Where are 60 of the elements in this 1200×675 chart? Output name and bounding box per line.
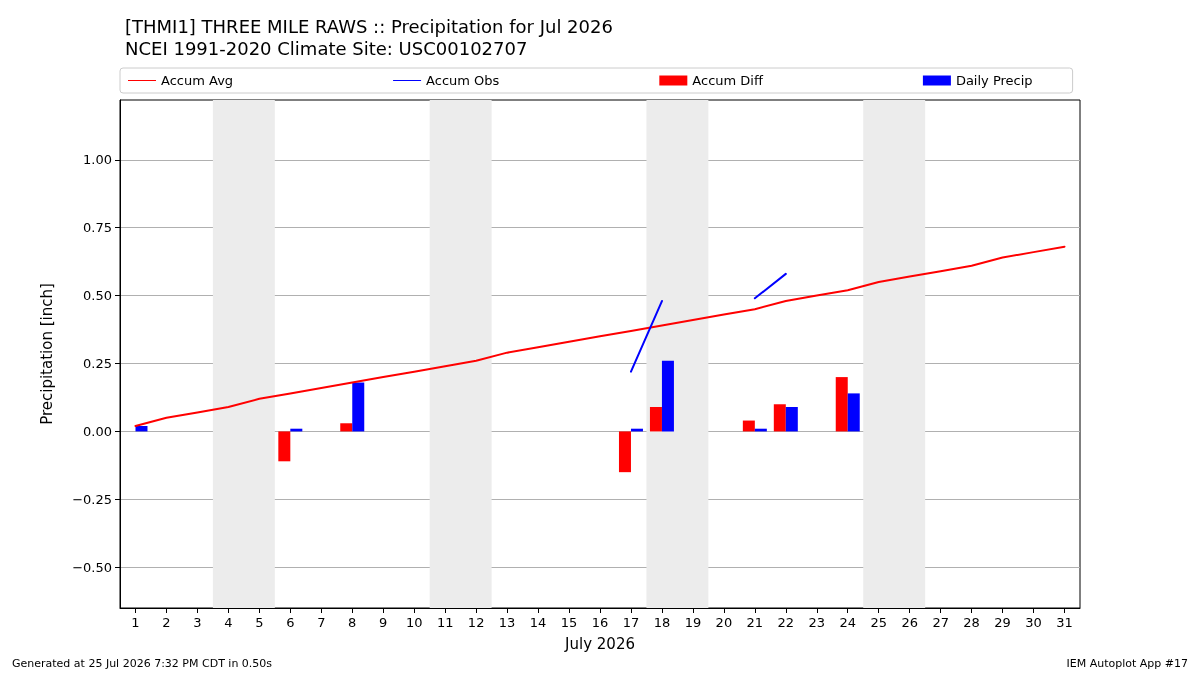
x-tick-label: 4 bbox=[224, 615, 233, 630]
bar bbox=[773, 404, 786, 432]
x-tick-label: 23 bbox=[808, 615, 826, 630]
x-tick-label: 28 bbox=[963, 615, 980, 630]
x-tick-label: 24 bbox=[839, 615, 857, 630]
line-series bbox=[134, 245, 1066, 427]
x-tick-label: 31 bbox=[1056, 615, 1073, 630]
x-tick-label: 30 bbox=[1025, 615, 1042, 630]
chart-title: [THMI1] THREE MILE RAWS :: Precipitation for Jul 2026 bbox=[125, 15, 613, 37]
text: IEM Autoplot App #17 bbox=[1066, 657, 1188, 670]
bar bbox=[847, 393, 860, 432]
y-tick-label: 0.25 bbox=[83, 356, 112, 372]
x-tick-label: 8 bbox=[348, 615, 357, 630]
x-axis-title: July 2026 bbox=[564, 634, 635, 653]
legend-label: Accum Avg bbox=[161, 73, 234, 88]
y-tick-label: 0.75 bbox=[83, 220, 112, 236]
x-tick-label: 19 bbox=[684, 615, 702, 630]
legend-label: Daily Precip bbox=[955, 73, 1033, 88]
y-tick-label: 0.00 bbox=[83, 423, 112, 439]
x-tick-label: 11 bbox=[436, 615, 454, 630]
y-tick-label: 0.50 bbox=[83, 288, 112, 304]
y-tick-label: −0.25 bbox=[72, 491, 112, 507]
legend-label: Accum Diff bbox=[692, 73, 764, 88]
x-tick-label: 3 bbox=[193, 615, 202, 630]
x-tick-label: 16 bbox=[591, 615, 609, 630]
x-tick-label: 9 bbox=[379, 615, 388, 630]
bar bbox=[352, 382, 365, 432]
bar bbox=[661, 360, 674, 432]
x-tick-label: 17 bbox=[622, 615, 640, 630]
x-tick-label: 1 bbox=[131, 615, 140, 630]
y-tick-label: −0.50 bbox=[72, 559, 112, 575]
x-tick-label: 27 bbox=[932, 615, 949, 630]
bar bbox=[278, 431, 291, 462]
legend-label: Accum Obs bbox=[426, 73, 500, 88]
x-tick-label: 18 bbox=[653, 615, 671, 630]
x-tick-label: 29 bbox=[994, 615, 1011, 630]
x-tick-label: 15 bbox=[560, 615, 578, 630]
text: Generated at 25 Jul 2026 7:32 PM CDT in 0.50s bbox=[12, 657, 273, 670]
x-tick-label: 6 bbox=[286, 615, 295, 630]
x-tick-label: 21 bbox=[746, 615, 764, 630]
y-axis-title: Precipitation [inch] bbox=[37, 283, 56, 425]
x-tick-label: 7 bbox=[317, 615, 326, 630]
x-tick-label: 26 bbox=[901, 615, 918, 630]
bar bbox=[618, 431, 631, 473]
x-tick-label: 5 bbox=[255, 615, 264, 630]
chart-subtitle: NCEI 1991-2020 Climate Site: USC00102707 bbox=[125, 37, 528, 59]
bar bbox=[742, 420, 755, 432]
x-tick-label: 20 bbox=[715, 615, 733, 630]
bar bbox=[785, 406, 798, 432]
x-tick-label: 12 bbox=[467, 615, 485, 630]
x-tick-label: 14 bbox=[529, 615, 547, 630]
bar bbox=[649, 406, 662, 432]
x-tick-label: 13 bbox=[498, 615, 516, 630]
x-tick-label: 22 bbox=[777, 615, 795, 630]
x-tick-label: 25 bbox=[870, 615, 887, 630]
bar bbox=[340, 423, 353, 432]
bar bbox=[835, 377, 848, 432]
x-tick-label: 10 bbox=[405, 615, 423, 630]
y-tick-label: 1.00 bbox=[83, 152, 112, 168]
x-tick-label: 2 bbox=[162, 615, 171, 630]
